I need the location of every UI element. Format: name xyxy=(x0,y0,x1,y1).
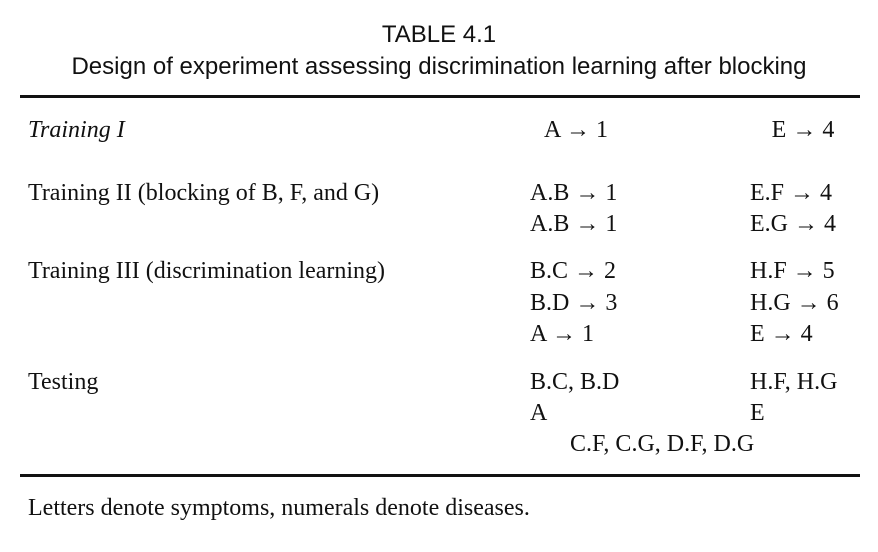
cell-col2: E → 4 xyxy=(750,321,813,347)
table-note: Letters denote symptoms, numerals denote… xyxy=(28,495,530,521)
cell-col1: B.D → 3 xyxy=(530,290,618,316)
cell-col1: A → 1 xyxy=(530,321,595,347)
cell-col2: E.F → 4 xyxy=(750,180,833,206)
top-rule xyxy=(20,95,860,98)
cell-col1: B.C, B.D xyxy=(530,369,620,395)
cell-col1: A.B → 1 xyxy=(530,211,618,237)
table-number: TABLE 4.1 xyxy=(381,21,497,48)
cell-col1: B.C → 2 xyxy=(530,258,617,284)
cell-col2: H.F → 5 xyxy=(750,258,835,284)
cell-col1: A.B → 1 xyxy=(530,180,618,206)
table-caption: Design of experiment assessing discrimin… xyxy=(71,53,807,80)
row-label: Training I xyxy=(28,117,125,143)
cell-col2: H.G → 6 xyxy=(750,290,839,316)
row-label: Training III (discrimination learning) xyxy=(28,258,386,284)
cell-col2: H.F, H.G xyxy=(750,369,838,395)
cell-col2: E → 4 xyxy=(771,117,835,143)
row-label: Training II (blocking of B, F, and G) xyxy=(28,180,380,206)
cell-col1: A xyxy=(530,400,548,426)
bottom-rule xyxy=(20,474,860,477)
row-label: Testing xyxy=(28,369,99,395)
cell-col2: E.G → 4 xyxy=(750,211,836,237)
cell-span: C.F, C.G, D.F, D.G xyxy=(570,431,755,457)
cell-col2: E xyxy=(750,400,765,426)
cell-col1: A → 1 xyxy=(543,117,608,143)
